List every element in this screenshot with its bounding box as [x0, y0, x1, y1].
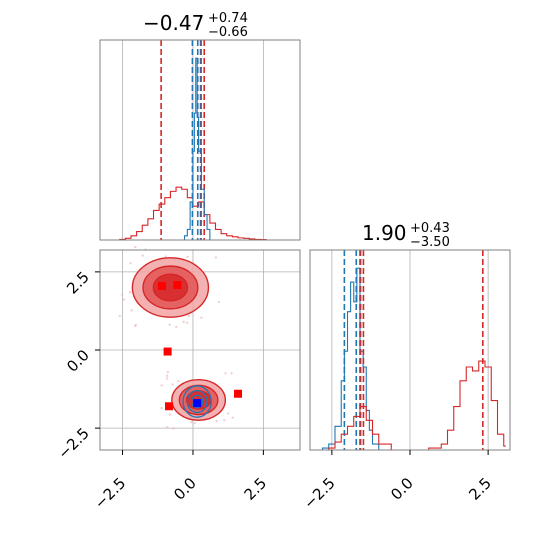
bottom-left-scatter-dot — [172, 427, 175, 430]
bottom-left-scatter-dot — [168, 413, 171, 416]
bottom-left-scatter-dot — [166, 426, 169, 429]
bottom-left-scatter-dot — [160, 406, 163, 410]
bottom-left-scatter-dot — [165, 374, 169, 377]
bottom-left-x-tick-label: 0.0 — [170, 474, 200, 504]
red-square-marker — [157, 281, 166, 290]
bottom-left-contour-panel: −2.5 0.0 2.5 −2.5 0.0 2.5 — [54, 245, 301, 513]
red-square-marker — [173, 281, 182, 289]
red-square-marker — [165, 402, 174, 411]
bottom-left-scatter-dot — [129, 261, 132, 265]
bottom-left-scatter-dot — [130, 309, 133, 312]
bottom-left-scatter-dot — [165, 377, 169, 380]
bottom-left-scatter-dot — [118, 315, 121, 318]
top-left-title-lower: −0.66 — [208, 25, 248, 40]
top-left-title: −0.47 +0.74 −0.66 — [143, 11, 248, 40]
top-left-title-upper: +0.74 — [208, 11, 248, 26]
bottom-left-y-tick-label: 2.5 — [63, 268, 93, 298]
bottom-left-scatter-dot — [141, 254, 144, 257]
bottom-left-x-tick-label: −2.5 — [91, 474, 129, 512]
bottom-left-scatter-dot — [223, 418, 226, 422]
red-contour-level — [152, 273, 189, 302]
bottom-right-histogram-panel: −2.5 0.0 2.5 — [300, 249, 511, 513]
bottom-left-scatter-dot — [121, 293, 124, 296]
bottom-right-x-tick-label: 0.0 — [387, 474, 417, 504]
bottom-left-scatter-dot — [215, 419, 219, 423]
blue-square-marker — [193, 399, 202, 408]
bottom-left-x-tick-label: 2.5 — [241, 474, 271, 504]
bottom-left-scatter-dot — [214, 256, 218, 259]
bottom-right-hist-blue — [321, 267, 381, 451]
bottom-left-scatter-dot — [227, 412, 230, 415]
top-left-frame — [99, 39, 301, 241]
bottom-left-scatter-dot — [122, 298, 126, 301]
bottom-right-x-tick-label: 2.5 — [465, 474, 495, 504]
bottom-left-scatter-dot — [166, 370, 170, 374]
red-square-marker — [234, 389, 243, 398]
bottom-right-title-upper: +0.43 — [410, 221, 450, 236]
blue-contour-level — [182, 385, 212, 418]
bottom-right-title: 1.90 +0.43 −3.50 — [362, 221, 450, 250]
bottom-left-scatter-dot — [193, 422, 197, 425]
bottom-left-scatter-dot — [185, 321, 189, 324]
bottom-right-title-value: 1.90 — [362, 221, 407, 245]
red-square-marker — [163, 347, 172, 356]
blue-contour-level — [190, 394, 204, 409]
bottom-left-scatter-dot — [186, 255, 189, 258]
bottom-left-scatter-dot — [168, 323, 171, 326]
bottom-left-y-tick-label: −2.5 — [54, 424, 92, 462]
bottom-left-scatter-dot — [217, 300, 221, 304]
bottom-left-scatter-dot — [164, 255, 167, 258]
bottom-left-scatter-dot — [224, 372, 227, 375]
bottom-left-scatter-dot — [230, 372, 233, 375]
bottom-left-scatter-dot — [177, 379, 180, 383]
bottom-left-scatter-dot — [231, 416, 234, 419]
top-left-histogram-panel — [99, 39, 301, 241]
bottom-left-scatter-dot — [133, 324, 137, 328]
bottom-left-scatter-dot — [190, 421, 193, 424]
bottom-left-scatter-dot — [134, 245, 137, 249]
bottom-left-scatter-dot — [160, 384, 163, 387]
bottom-left-scatter-dot — [200, 316, 203, 319]
bottom-right-hist-red — [328, 360, 506, 451]
bottom-left-scatter-dot — [175, 325, 178, 329]
bottom-left-scatter-dot — [171, 383, 174, 386]
top-left-title-value: −0.47 — [143, 11, 204, 35]
bottom-left-scatter-dot — [128, 290, 132, 294]
bottom-right-x-tick-label: −2.5 — [300, 474, 338, 512]
bottom-left-scatter-dot — [187, 314, 190, 318]
bottom-left-scatter-dot — [182, 320, 185, 324]
blue-contour-level — [186, 389, 208, 414]
bottom-right-title-lower: −3.50 — [410, 235, 450, 250]
top-left-hist-red — [119, 186, 269, 241]
bottom-left-y-tick-label: 0.0 — [63, 346, 93, 376]
